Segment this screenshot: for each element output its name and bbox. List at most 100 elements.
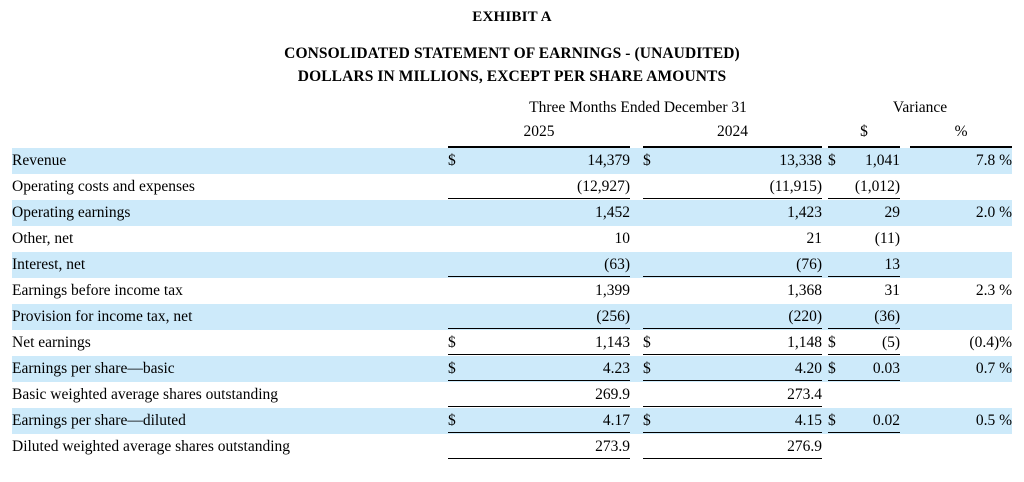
cell-currency-2025: $ [448, 356, 464, 382]
cell-value-2025: 4.23 [464, 356, 630, 382]
single-underline [448, 328, 464, 329]
header-rule-variance-percent [910, 143, 1013, 148]
single-underline [659, 276, 822, 277]
double-underline [464, 380, 630, 381]
single-underline [464, 328, 630, 329]
header-column-spacer [12, 120, 448, 143]
cell-gap-2 [822, 356, 829, 382]
cell-currency-variance: $ [828, 356, 843, 382]
cell-value-2025: (256) [464, 304, 630, 330]
double-underline [659, 354, 822, 355]
cell-value-2024: (11,915) [659, 174, 822, 200]
cell-currency-2024: $ [643, 148, 659, 174]
cell-value-percent [910, 434, 1012, 460]
double-underline [643, 432, 659, 433]
double-underline [842, 380, 901, 381]
double-underline [448, 432, 464, 433]
cell-currency-2025 [448, 200, 464, 226]
header-group-spacer [12, 96, 448, 120]
cell-gap-2 [822, 304, 829, 330]
double-underline [659, 458, 822, 459]
header-rule-prior [643, 143, 822, 148]
table-row: Operating earnings 1,452 1,423 29 2.0 % [12, 200, 1013, 226]
cell-gap-3 [900, 200, 911, 226]
table-row: Operating costs and expenses (12,927) (11,… [12, 174, 1012, 200]
cell-gap-1 [630, 148, 643, 174]
table-row: Earnings before income tax 1,399 1,368 31 2.… [12, 278, 1012, 304]
cell-value-percent: (0.4)% [969, 334, 1013, 351]
cell-currency-2025 [448, 434, 464, 460]
row-label: Interest, net [12, 252, 448, 278]
cell-gap-3 [900, 304, 911, 330]
cell-gap-2 [822, 252, 829, 278]
double-underline [643, 380, 659, 381]
table-header: Three Months Ended December 31 Variance … [12, 96, 1013, 148]
cell-currency-variance [828, 278, 842, 304]
cell-currency-2025: $ [448, 148, 464, 174]
header-year-prior: 2024 [717, 123, 748, 140]
earnings-statement-table: Three Months Ended December 31 Variance … [12, 96, 1013, 460]
exhibit-label: EXHIBIT A [472, 9, 552, 25]
cell-currency-2024 [643, 434, 659, 460]
cell-value-2025: 10 [614, 230, 631, 247]
cell-value-variance: (11) [874, 230, 901, 247]
cell-currency-variance [828, 226, 842, 252]
cell-value-variance: 1,041 [842, 148, 901, 174]
cell-value-percent [910, 382, 1012, 408]
header-variance-group: Variance [892, 99, 948, 116]
double-underline [464, 432, 630, 433]
cell-value-variance: 0.02 [842, 408, 901, 434]
cell-gap-3 [900, 174, 910, 200]
cell-currency-variance [828, 382, 842, 408]
cell-currency-2025 [448, 278, 464, 304]
cell-gap-1 [630, 382, 643, 408]
cell-gap-3 [900, 252, 911, 278]
cell-value-2024: 1,423 [659, 200, 822, 226]
cell-gap-2 [822, 148, 829, 174]
double-underline [659, 432, 822, 433]
cell-value-2024: 13,338 [659, 148, 822, 174]
double-underline [842, 354, 901, 355]
cell-currency-2024: $ [643, 408, 659, 434]
cell-currency-2024 [643, 304, 659, 330]
cell-value-2025: 1,399 [595, 282, 630, 299]
cell-currency-variance: $ [828, 330, 843, 356]
double-underline [659, 406, 822, 407]
cell-value-variance: (5) [842, 330, 901, 356]
cell-currency-2024 [643, 278, 659, 304]
cell-currency-2024 [643, 174, 659, 200]
cell-value-2024: (76) [659, 252, 822, 278]
cell-value-2024: 276.9 [659, 434, 822, 460]
cell-gap-1 [630, 200, 643, 226]
cell-currency-2025 [448, 304, 464, 330]
header-gap-1 [630, 120, 643, 143]
table-row: Diluted weighted average shares outstand… [12, 434, 1012, 460]
header-rule-row [12, 143, 1013, 148]
cell-currency-2025: $ [448, 408, 464, 434]
table-row: Provision for income tax, net (256) (220) (… [12, 304, 1013, 330]
cell-value-2025: (12,927) [464, 174, 630, 200]
cell-value-percent [910, 226, 1012, 252]
double-underline [448, 380, 464, 381]
single-underline [464, 276, 630, 277]
cell-gap-1 [630, 434, 643, 460]
cell-gap-1 [630, 330, 643, 356]
cell-currency-variance [828, 174, 843, 200]
cell-gap-1 [630, 304, 643, 330]
cell-value-variance: (36) [842, 304, 901, 330]
single-underline [842, 328, 901, 329]
header-group-row: Three Months Ended December 31 Variance [12, 96, 1012, 120]
double-underline [828, 432, 843, 433]
single-underline [828, 198, 843, 199]
cell-gap-2 [822, 408, 829, 434]
cell-currency-2024 [643, 200, 659, 226]
cell-value-2024: 4.20 [659, 356, 822, 382]
table-row: Basic weighted average shares outstandin… [12, 382, 1012, 408]
table-row: Other, net 10 21 (11) [12, 226, 1012, 252]
statement-title-line-1: CONSOLIDATED STATEMENT OF EARNINGS - (UN… [284, 45, 740, 62]
single-underline [828, 328, 843, 329]
cell-gap-3 [900, 226, 910, 252]
cell-value-2025: 273.9 [464, 434, 630, 460]
cell-currency-2025 [448, 226, 464, 252]
cell-value-2024: 1,368 [787, 282, 822, 299]
